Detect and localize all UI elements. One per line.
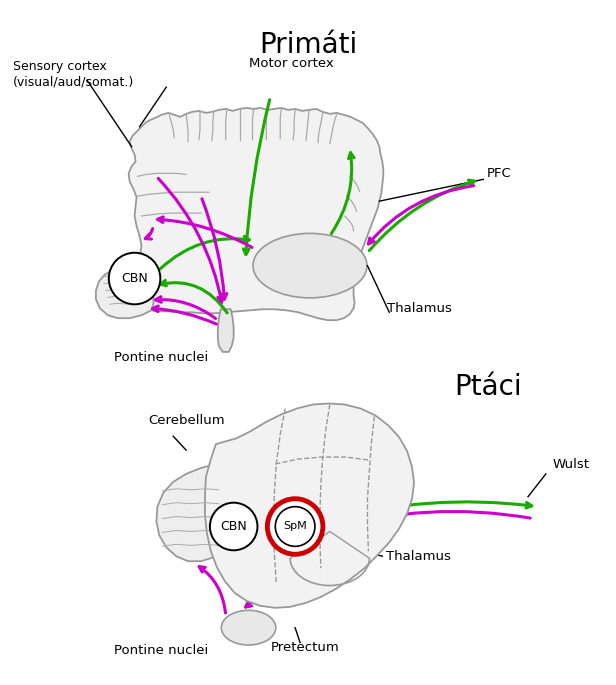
- Text: Sensory cortex
(visual/aud/somat.): Sensory cortex (visual/aud/somat.): [13, 60, 134, 88]
- Text: Ptáci: Ptáci: [455, 373, 522, 401]
- Circle shape: [275, 507, 315, 547]
- Text: SpM: SpM: [283, 521, 307, 532]
- Polygon shape: [218, 309, 233, 352]
- Text: Wulst: Wulst: [553, 458, 590, 471]
- Text: Pontine nuclei: Pontine nuclei: [114, 644, 208, 657]
- Text: Thalamus: Thalamus: [386, 550, 451, 563]
- Text: Primáti: Primáti: [259, 31, 357, 58]
- Text: CBN: CBN: [221, 520, 247, 533]
- Text: NCL: NCL: [310, 413, 339, 426]
- Polygon shape: [96, 268, 153, 319]
- Text: Ac: Ac: [288, 460, 304, 473]
- Polygon shape: [156, 464, 233, 561]
- Polygon shape: [205, 403, 414, 608]
- Text: Pretectum: Pretectum: [270, 641, 339, 654]
- Circle shape: [267, 499, 323, 554]
- Text: Cerebellum: Cerebellum: [148, 414, 224, 427]
- Text: PFC: PFC: [487, 167, 511, 180]
- Text: CBN: CBN: [121, 272, 148, 285]
- Text: Motor cortex: Motor cortex: [248, 58, 333, 71]
- Circle shape: [210, 503, 257, 550]
- Text: Thalamus: Thalamus: [387, 302, 452, 315]
- Text: Pontine nuclei: Pontine nuclei: [114, 351, 208, 364]
- Circle shape: [109, 253, 160, 304]
- Ellipse shape: [221, 610, 276, 645]
- Polygon shape: [129, 108, 383, 320]
- Ellipse shape: [253, 234, 367, 298]
